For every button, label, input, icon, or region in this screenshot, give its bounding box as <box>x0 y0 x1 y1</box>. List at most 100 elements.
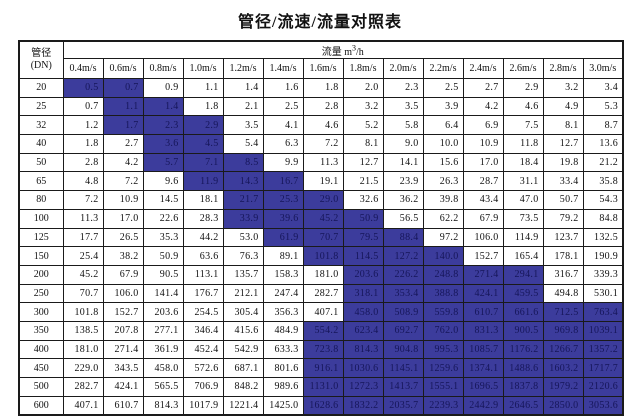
flow-unit-header: 流量 m3/h <box>62 40 624 59</box>
flow-cell-dn300-v3.0m/s: 763.4 <box>582 302 624 322</box>
flow-cell-dn450-v1.6m/s: 916.1 <box>302 358 344 378</box>
flow-cell-dn32-v3.0m/s: 8.7 <box>582 115 624 136</box>
flow-cell-dn450-v2.2m/s: 1259.6 <box>422 358 464 378</box>
flow-cell-dn80-v1.2m/s: 21.7 <box>222 190 264 210</box>
flow-cell-dn300-v2.4m/s: 610.7 <box>462 302 504 322</box>
flow-cell-dn125-v1.8m/s: 79.5 <box>342 227 384 248</box>
flow-cell-dn100-v2.0m/s: 56.5 <box>382 208 424 229</box>
flow-cell-dn40-v0.4m/s: 1.8 <box>62 134 104 154</box>
flow-cell-dn250-v1.2m/s: 212.1 <box>222 283 264 304</box>
velocity-header-3.0m-s: 3.0m/s <box>582 58 624 79</box>
flow-cell-dn350-v0.4m/s: 138.5 <box>62 320 104 341</box>
flow-cell-dn65-v1.2m/s: 14.3 <box>222 171 264 192</box>
flow-cell-dn500-v3.0m/s: 2120.6 <box>582 377 624 397</box>
flow-cell-dn250-v0.6m/s: 106.0 <box>102 283 144 304</box>
flow-cell-dn600-v0.8m/s: 814.3 <box>142 395 184 416</box>
flow-cell-dn32-v2.2m/s: 6.4 <box>422 115 464 136</box>
dn-label-600: 600 <box>18 395 64 416</box>
flow-cell-dn32-v2.8m/s: 8.1 <box>542 115 584 136</box>
flow-cell-dn150-v2.8m/s: 178.1 <box>542 246 584 266</box>
flow-cell-dn250-v1.4m/s: 247.4 <box>262 283 304 304</box>
flow-cell-dn80-v0.4m/s: 7.2 <box>62 190 104 210</box>
flow-cell-dn600-v1.6m/s: 1628.6 <box>302 395 344 416</box>
flow-cell-dn25-v1.2m/s: 2.1 <box>222 96 264 117</box>
dn-label-125: 125 <box>18 227 64 248</box>
velocity-header-0.4m-s: 0.4m/s <box>62 58 104 79</box>
flow-cell-dn100-v2.6m/s: 73.5 <box>502 208 544 229</box>
table-row-dn-32: 32 1.2 1.7 2.3 2.9 3.5 4.1 4.6 5.2 5.8 6.4 6.9 7.5 8.… <box>18 115 624 136</box>
dn-label-250: 250 <box>18 283 64 304</box>
flow-cell-dn20-v1.0m/s: 1.1 <box>182 78 224 98</box>
table-header: 管径 (DN) 流量 m3/h 0.4m/s 0.6m/s 0.8m/s 1.0m/s… <box>18 40 624 79</box>
flow-cell-dn20-v0.6m/s: 0.7 <box>102 78 144 98</box>
flow-cell-dn40-v2.6m/s: 11.8 <box>502 134 544 154</box>
table-row-dn-50: 50 2.8 4.2 5.7 7.1 8.5 9.9 11.3 12.7 14.1 15.6 17.0… <box>18 152 624 173</box>
table-row-dn-350: 350 138.5 207.8 277.1 346.4 415.6 484.9 554.2 62… <box>18 320 624 341</box>
flow-cell-dn50-v0.4m/s: 2.8 <box>62 152 104 173</box>
flow-cell-dn250-v1.6m/s: 282.7 <box>302 283 344 304</box>
flow-cell-dn50-v0.6m/s: 4.2 <box>102 152 144 173</box>
flow-cell-dn200-v3.0m/s: 339.3 <box>582 264 624 285</box>
flow-cell-dn250-v2.0m/s: 353.4 <box>382 283 424 304</box>
flow-cell-dn125-v2.4m/s: 106.0 <box>462 227 504 248</box>
flow-cell-dn500-v0.8m/s: 565.5 <box>142 377 184 397</box>
flow-cell-dn40-v0.8m/s: 3.6 <box>142 134 184 154</box>
table-row-dn-600: 600 407.1 610.7 814.3 1017.9 1221.4 1425.0 1628… <box>18 395 624 416</box>
flow-cell-dn40-v2.8m/s: 12.7 <box>542 134 584 154</box>
flow-cell-dn450-v2.0m/s: 1145.1 <box>382 358 424 378</box>
flow-cell-dn80-v2.4m/s: 43.4 <box>462 190 504 210</box>
table-row-dn-20: 20 0.5 0.7 0.9 1.1 1.4 1.6 1.8 2.0 2.3 2.5 2.7 2.9 3.… <box>18 78 624 98</box>
flow-cell-dn350-v2.0m/s: 692.7 <box>382 320 424 341</box>
flow-cell-dn400-v3.0m/s: 1357.2 <box>582 339 624 360</box>
flow-cell-dn300-v2.8m/s: 712.5 <box>542 302 584 322</box>
flow-cell-dn400-v0.4m/s: 181.0 <box>62 339 104 360</box>
flow-cell-dn80-v2.6m/s: 47.0 <box>502 190 544 210</box>
flow-cell-dn32-v2.6m/s: 7.5 <box>502 115 544 136</box>
flow-cell-dn40-v1.4m/s: 6.3 <box>262 134 304 154</box>
flow-cell-dn500-v1.2m/s: 848.2 <box>222 377 264 397</box>
velocity-header-2.0m-s: 2.0m/s <box>382 58 424 79</box>
flow-cell-dn65-v1.4m/s: 16.7 <box>262 171 304 192</box>
flow-cell-dn40-v1.2m/s: 5.4 <box>222 134 264 154</box>
corner-header-line1: 管径 <box>31 47 52 59</box>
flow-cell-dn450-v1.8m/s: 1030.6 <box>342 358 384 378</box>
flow-cell-dn25-v0.6m/s: 1.1 <box>102 96 144 117</box>
flow-cell-dn50-v1.8m/s: 12.7 <box>342 152 384 173</box>
flow-cell-dn100-v0.6m/s: 17.0 <box>102 208 144 229</box>
flow-cell-dn350-v1.8m/s: 623.4 <box>342 320 384 341</box>
flow-cell-dn200-v0.8m/s: 90.5 <box>142 264 184 285</box>
flow-cell-dn20-v3.0m/s: 3.4 <box>582 78 624 98</box>
flow-cell-dn300-v0.8m/s: 203.6 <box>142 302 184 322</box>
flow-cell-dn600-v1.4m/s: 1425.0 <box>262 395 304 416</box>
flow-cell-dn50-v1.0m/s: 7.1 <box>182 152 224 173</box>
table-row-dn-250: 250 70.7 106.0 141.4 176.7 212.1 247.4 282.7 318… <box>18 283 624 304</box>
flow-cell-dn50-v2.6m/s: 18.4 <box>502 152 544 173</box>
flow-cell-dn350-v0.6m/s: 207.8 <box>102 320 144 341</box>
flow-cell-dn25-v2.2m/s: 3.9 <box>422 96 464 117</box>
flow-cell-dn600-v1.8m/s: 1832.2 <box>342 395 384 416</box>
flow-cell-dn100-v0.8m/s: 22.6 <box>142 208 184 229</box>
flow-cell-dn150-v1.4m/s: 89.1 <box>262 246 304 266</box>
flow-cell-dn400-v1.2m/s: 542.9 <box>222 339 264 360</box>
flow-cell-dn200-v1.0m/s: 113.1 <box>182 264 224 285</box>
flow-cell-dn400-v0.6m/s: 271.4 <box>102 339 144 360</box>
flow-cell-dn25-v1.6m/s: 2.8 <box>302 96 344 117</box>
flow-cell-dn65-v2.6m/s: 31.1 <box>502 171 544 192</box>
flow-cell-dn80-v2.2m/s: 39.8 <box>422 190 464 210</box>
flow-cell-dn25-v2.0m/s: 3.5 <box>382 96 424 117</box>
flow-cell-dn350-v1.6m/s: 554.2 <box>302 320 344 341</box>
flow-cell-dn65-v0.4m/s: 4.8 <box>62 171 104 192</box>
flow-cell-dn80-v1.8m/s: 32.6 <box>342 190 384 210</box>
table-row-dn-65: 65 4.8 7.2 9.6 11.9 14.3 16.7 19.1 21.5 23.9 26.3 2… <box>18 171 624 192</box>
flow-cell-dn25-v2.4m/s: 4.2 <box>462 96 504 117</box>
table-row-dn-200: 200 45.2 67.9 90.5 113.1 135.7 158.3 181.0 203.6… <box>18 264 624 285</box>
flow-cell-dn350-v1.4m/s: 484.9 <box>262 320 304 341</box>
flow-cell-dn250-v3.0m/s: 530.1 <box>582 283 624 304</box>
flow-cell-dn200-v2.4m/s: 271.4 <box>462 264 504 285</box>
table-row-dn-80: 80 7.2 10.9 14.5 18.1 21.7 25.3 29.0 32.6 36.2 39.… <box>18 190 624 210</box>
dn-label-350: 350 <box>18 320 64 341</box>
flow-cell-dn50-v2.0m/s: 14.1 <box>382 152 424 173</box>
flow-cell-dn65-v0.6m/s: 7.2 <box>102 171 144 192</box>
flow-cell-dn450-v2.6m/s: 1488.6 <box>502 358 544 378</box>
dn-label-50: 50 <box>18 152 64 173</box>
